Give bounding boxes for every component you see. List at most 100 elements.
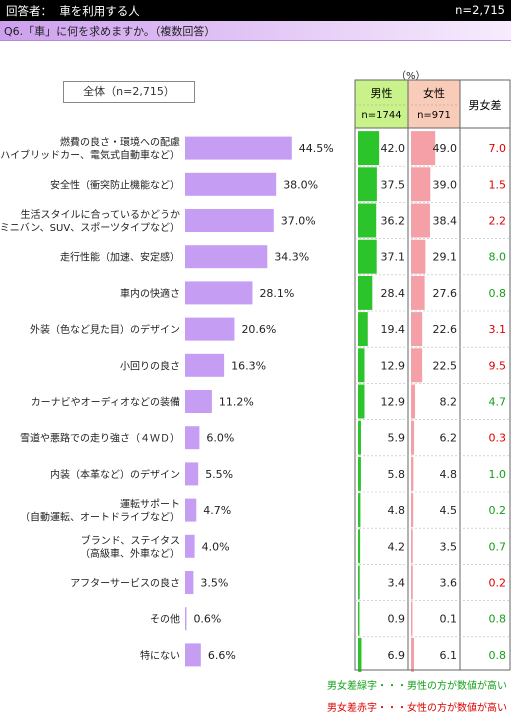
male-bar: [358, 420, 361, 455]
category-label: 生活スタイルに合っているかどうか: [21, 208, 181, 221]
female-value-label: 22.6: [433, 323, 458, 336]
category-label: 雪道や悪路での走り強さ（４ＷＤ）: [20, 432, 180, 445]
female-bar: [411, 420, 415, 455]
male-value-label: 37.1: [381, 251, 406, 264]
respondents-label: 回答者：: [6, 4, 52, 18]
category-label: 燃費の良さ・環境への配慮: [60, 136, 180, 149]
overall-bar: [185, 571, 194, 594]
female-value-label: 27.6: [433, 287, 458, 300]
male-bar: [358, 312, 368, 347]
overall-value-label: 5.5%: [205, 468, 233, 481]
overall-value-label: 38.0%: [283, 178, 318, 191]
female-bar: [411, 529, 413, 564]
category-label: 走行性能（加速、安定感）: [60, 251, 180, 264]
female-bar: [411, 312, 423, 347]
female-bar: [411, 275, 425, 310]
male-bar: [358, 384, 365, 419]
female-bar: [411, 493, 414, 528]
overall-value-label: 37.0%: [281, 215, 316, 228]
male-bar: [358, 601, 360, 636]
male-value-label: 3.4: [388, 577, 406, 590]
overall-value-label: 4.0%: [202, 540, 230, 553]
male-header-label: 男性: [371, 86, 393, 100]
female-bar: [411, 348, 423, 383]
overall-value-label: 6.6%: [208, 649, 236, 662]
male-value-label: 6.9: [388, 649, 406, 662]
female-header-label: 女性: [423, 86, 445, 100]
male-bar: [358, 493, 361, 528]
female-bar: [411, 456, 414, 491]
category-label: ブランド、ステイタス: [81, 534, 180, 547]
category-label: 特にない: [140, 650, 180, 662]
female-header-cell: [408, 80, 460, 128]
diff-header-label: 男女差: [469, 98, 502, 112]
male-bar: [358, 456, 361, 491]
female-bar: [411, 601, 413, 636]
male-bar: [358, 529, 361, 564]
overall-value-label: 44.5%: [299, 142, 334, 155]
category-label: 安全性（衝突防止機能など）: [50, 178, 180, 191]
note-red: 男女差赤字・・・女性の方が数値が高い: [327, 703, 507, 714]
male-value-label: 12.9: [381, 359, 406, 372]
female-value-label: 4.8: [440, 468, 458, 481]
female-value-label: 3.6: [440, 577, 458, 590]
overall-bar: [185, 534, 195, 558]
overall-value-label: 34.3%: [274, 251, 309, 264]
category-label: （高級車、外車など）: [80, 547, 180, 560]
male-bar: [358, 565, 360, 600]
overall-bar: [185, 317, 235, 341]
female-value-label: 29.1: [433, 251, 458, 264]
diff-value-label: 4.7: [489, 396, 507, 409]
overall-bar: [185, 607, 187, 631]
overall-legend-box: 全体（n=2,715）: [63, 81, 195, 103]
male-value-label: 4.8: [388, 504, 406, 517]
diff-value-label: 1.5: [489, 178, 507, 191]
female-bar: [411, 637, 415, 672]
male-value-label: 28.4: [381, 287, 406, 300]
category-label: カーナビやオーディオなどの装備: [31, 396, 180, 409]
overall-bar: [185, 390, 212, 413]
female-value-label: 6.1: [440, 649, 458, 662]
female-bar: [411, 167, 431, 202]
male-value-label: 5.8: [388, 468, 406, 481]
overall-value-label: 16.3%: [231, 359, 266, 372]
overall-bar: [185, 209, 274, 232]
overall-bar: [185, 353, 225, 377]
unit-label: （%）: [396, 71, 426, 82]
overall-bar: [185, 136, 292, 160]
category-label: 車内の快適さ: [120, 287, 180, 300]
question-bar: Q6.「車」に何を求めますか。（複数回答）: [0, 21, 511, 41]
diff-value-label: 0.8: [489, 287, 507, 300]
male-value-label: 36.2: [381, 215, 406, 228]
female-value-label: 6.2: [440, 432, 458, 445]
male-n-label: n=1744: [361, 110, 401, 121]
category-label: 小回りの良さ: [120, 359, 180, 372]
category-label: 外装（色など見た目）のデザイン: [30, 323, 180, 336]
female-value-label: 39.0: [433, 178, 458, 191]
male-value-label: 5.9: [388, 432, 406, 445]
female-n-label: n=971: [417, 110, 451, 121]
male-bar: [358, 131, 380, 166]
male-value-label: 37.5: [381, 178, 406, 191]
female-value-label: 4.5: [440, 504, 458, 517]
male-value-label: 12.9: [381, 396, 406, 409]
overall-bar: [185, 172, 277, 196]
female-bar: [411, 239, 426, 274]
male-bar: [358, 203, 377, 238]
male-value-label: 4.2: [388, 540, 406, 553]
female-value-label: 38.4: [433, 215, 458, 228]
male-value-label: 19.4: [381, 323, 406, 336]
category-label: （自動運転、オートドライブなど）: [20, 511, 180, 524]
category-label: 運転サポート: [120, 499, 180, 511]
overall-value-label: 4.7%: [203, 504, 231, 517]
male-value-label: 42.0: [381, 142, 406, 155]
diff-value-label: 1.0: [489, 468, 507, 481]
diff-value-label: 0.2: [489, 577, 507, 590]
female-value-label: 49.0: [433, 142, 458, 155]
male-bar: [358, 275, 373, 310]
overall-bar: [185, 643, 201, 667]
header-bar: 回答者： 車を利用する人 n=2,715: [0, 0, 511, 21]
overall-bar: [185, 498, 197, 522]
sample-size: n=2,715: [455, 3, 505, 17]
